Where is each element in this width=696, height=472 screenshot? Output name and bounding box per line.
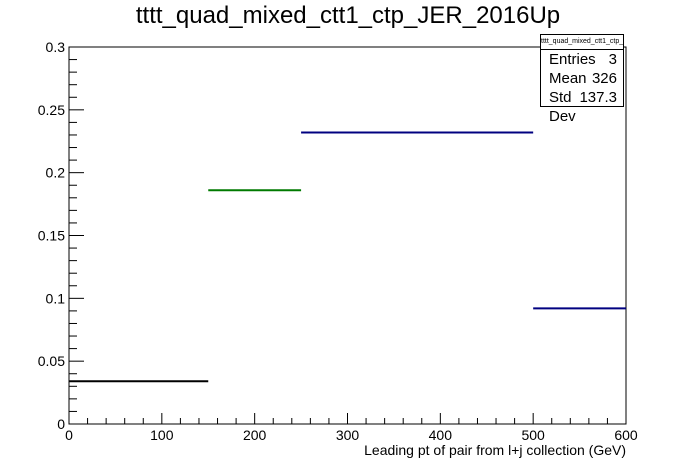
y-tick-label: 0.25 xyxy=(38,102,65,118)
stats-mean-value: 326 xyxy=(591,70,617,87)
x-tick-label: 200 xyxy=(243,427,267,443)
stats-title: tttt_quad_mixed_ctt1_ctp_JER_2016Up xyxy=(541,35,623,50)
y-tick-label: 0.3 xyxy=(46,39,66,55)
x-tick-label: 500 xyxy=(521,427,545,443)
histogram-bins xyxy=(69,131,626,383)
x-tick-label: 600 xyxy=(614,427,638,443)
stats-stddev-label: Std Dev xyxy=(549,89,576,125)
y-tick-label: 0.1 xyxy=(46,290,66,306)
stats-entries-row: Entries 3 xyxy=(541,50,623,69)
x-tick-label: 0 xyxy=(65,427,73,443)
stats-entries-value: 3 xyxy=(608,51,617,68)
y-tick-label: 0 xyxy=(57,416,65,432)
x-tick-label: 300 xyxy=(336,427,360,443)
axis-ticks: 0 100 200 300 400 500 600 0 0.05 0.1 0.15 0.2 0.25 0.… xyxy=(38,39,638,443)
stats-mean-row: Mean 326 xyxy=(541,69,623,88)
stats-stddev-row: Std Dev 137.3 xyxy=(541,88,623,125)
x-tick-label: 400 xyxy=(429,427,453,443)
stats-box: tttt_quad_mixed_ctt1_ctp_JER_2016Up Entr… xyxy=(540,34,624,125)
x-axis-label: Leading pt of pair from l+j collection (… xyxy=(364,442,626,458)
y-tick-label: 0.2 xyxy=(46,165,66,181)
stats-mean-label: Mean xyxy=(549,70,587,87)
stats-stddev-value: 137.3 xyxy=(579,89,617,106)
chart-title: tttt_quad_mixed_ctt1_ctp_JER_2016Up xyxy=(135,2,561,29)
y-tick-label: 0.05 xyxy=(38,353,65,369)
y-tick-label: 0.15 xyxy=(38,228,65,244)
x-tick-label: 100 xyxy=(150,427,174,443)
stats-entries-label: Entries xyxy=(549,51,596,68)
